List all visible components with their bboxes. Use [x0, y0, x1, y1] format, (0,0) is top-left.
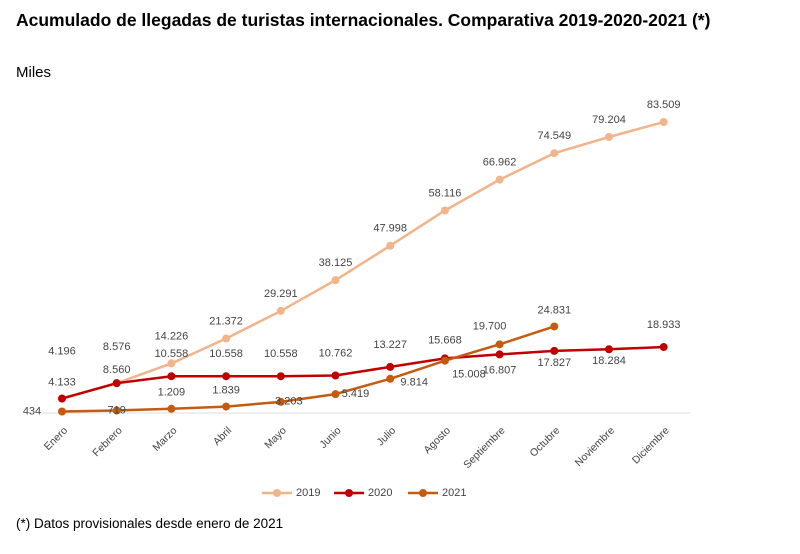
legend-marker	[345, 489, 353, 497]
data-point	[167, 404, 176, 413]
data-point	[495, 350, 504, 359]
data-label: 83.509	[647, 99, 681, 111]
data-label: 10.558	[209, 348, 243, 360]
data-point	[659, 118, 668, 126]
data-label: 10.558	[155, 348, 189, 360]
legend-label: 2020	[368, 487, 392, 499]
data-point	[386, 241, 395, 250]
data-label: 13.227	[373, 339, 407, 351]
data-label: 4.133	[48, 377, 76, 389]
data-point	[550, 149, 559, 158]
data-point	[440, 206, 449, 215]
data-point	[167, 372, 176, 381]
x-tick-label: Febrero	[90, 424, 125, 459]
data-label: 4.196	[48, 345, 76, 357]
data-point	[550, 322, 559, 331]
chart-title: Acumulado de llegadas de turistas intern…	[16, 10, 711, 30]
chart-subtitle: Miles	[16, 64, 52, 81]
data-label: 24.831	[537, 304, 571, 316]
legend-marker	[273, 489, 281, 497]
data-label: 719	[108, 404, 126, 416]
data-point	[58, 407, 66, 416]
x-tick-label: Septiembre	[461, 424, 508, 471]
data-point	[605, 133, 613, 142]
data-label: 1.209	[158, 387, 186, 399]
data-point	[276, 397, 285, 406]
data-label: 38.125	[319, 257, 353, 269]
data-label: 15.668	[428, 334, 462, 346]
data-point	[222, 334, 231, 343]
data-point	[550, 346, 559, 355]
data-point	[112, 406, 121, 415]
data-point	[58, 394, 66, 403]
footnote: (*) Datos provisionales desde enero de 2…	[16, 516, 284, 531]
x-tick-label: Abril	[211, 425, 234, 448]
data-label: 8.560	[103, 364, 131, 376]
data-point	[167, 359, 176, 368]
data-label: 79.204	[592, 114, 626, 126]
data-label: 10.762	[319, 347, 353, 359]
x-tick-label: Julio	[375, 424, 399, 448]
data-point	[495, 175, 504, 184]
data-label: 10.558	[264, 348, 298, 360]
data-point	[112, 379, 121, 388]
data-point	[222, 372, 231, 381]
x-tick-label: Agosto	[421, 424, 453, 456]
x-tick-label: Mayo	[262, 424, 289, 451]
data-point	[386, 362, 395, 371]
data-label: 19.700	[473, 320, 507, 332]
x-tick-label: Enero	[42, 424, 70, 452]
data-label: 18.933	[647, 319, 681, 331]
data-label: 17.827	[537, 357, 571, 369]
x-tick-label: Octubre	[527, 424, 562, 459]
x-tick-label: Marzo	[150, 424, 179, 453]
data-point	[276, 306, 285, 315]
data-label: 434	[23, 405, 41, 417]
data-label: 14.226	[155, 330, 189, 342]
x-tick-label: Noviembre	[573, 424, 617, 468]
data-point	[276, 372, 285, 381]
series-line	[61, 325, 555, 413]
data-point	[440, 356, 449, 365]
legend-label: 2021	[442, 487, 466, 499]
data-label: 8.576	[103, 341, 131, 353]
data-label: 15.008	[452, 369, 486, 381]
data-label: 18.284	[592, 355, 626, 367]
x-tick-label: Diciembre	[630, 424, 672, 466]
data-label: 66.962	[483, 157, 517, 169]
data-label: 74.549	[537, 130, 571, 142]
data-point	[331, 390, 340, 399]
data-label: 29.291	[264, 288, 298, 300]
data-point	[386, 374, 395, 383]
legend-label: 2019	[296, 487, 320, 499]
data-label: 1.839	[212, 384, 240, 396]
data-point	[331, 371, 340, 380]
data-point	[331, 276, 340, 285]
data-label: 5.419	[342, 388, 370, 400]
series-line	[61, 345, 664, 400]
data-label: 58.116	[428, 187, 461, 199]
data-label: 47.998	[373, 223, 407, 235]
data-label: 21.372	[209, 315, 243, 327]
data-label: 9.814	[400, 377, 428, 389]
series-line	[61, 120, 665, 400]
legend-marker	[419, 489, 427, 497]
data-label: 3.203	[275, 396, 303, 408]
data-point	[222, 402, 231, 411]
data-point	[659, 343, 668, 352]
data-point	[495, 340, 504, 349]
x-tick-label: Junio	[317, 424, 343, 450]
data-point	[605, 345, 613, 354]
data-label: 16.807	[483, 364, 517, 376]
